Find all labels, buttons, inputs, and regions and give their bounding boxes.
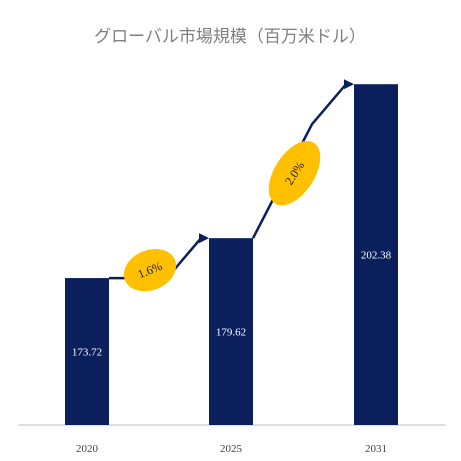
growth-arrows-group: 1.6%2.0% (108, 79, 354, 292)
bar-2020 (65, 278, 109, 425)
bar-2031 (354, 84, 398, 425)
value-label-2020: 173.72 (72, 347, 102, 359)
labels-group: 173.72 2020 179.62 2025 202.38 2031 (72, 250, 392, 455)
x-tick-2025: 2025 (220, 443, 243, 455)
bars-group (65, 84, 398, 425)
growth-badge-2025-2031 (268, 141, 321, 206)
growth-badge-2020-2025 (123, 248, 177, 292)
value-label-2025: 179.62 (216, 327, 246, 339)
x-tick-2020: 2020 (76, 443, 99, 455)
x-tick-2031: 2031 (365, 443, 387, 455)
bar-2025 (209, 238, 253, 425)
chart-title: グローバル市場規模（百万米ドル） (94, 27, 366, 47)
value-label-2031: 202.38 (361, 250, 392, 262)
